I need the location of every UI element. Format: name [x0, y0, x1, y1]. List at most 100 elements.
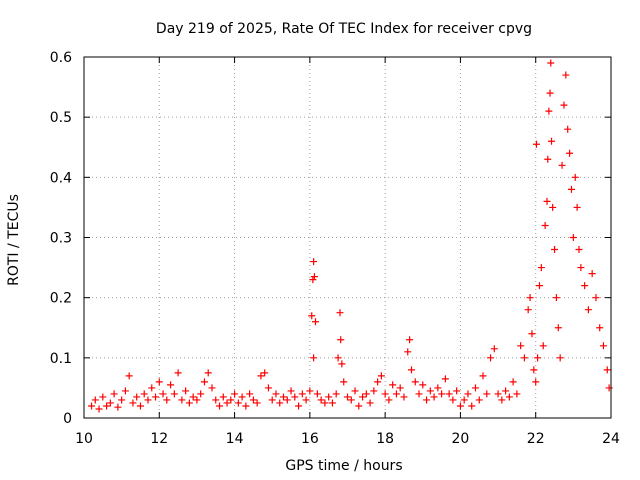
data-point: [537, 264, 545, 272]
data-point: [419, 381, 427, 389]
data-point: [374, 378, 382, 386]
data-point: [155, 378, 163, 386]
data-point: [291, 393, 299, 401]
data-point: [571, 173, 579, 181]
data-point: [118, 396, 126, 404]
plot-frame: [83, 56, 612, 419]
chart-title: Day 219 of 2025, Rate Of TEC Index for r…: [156, 21, 532, 37]
data-point: [543, 197, 551, 205]
x-axis-label: GPS time / hours: [285, 458, 402, 474]
x-tick-label: 12: [150, 431, 168, 447]
data-point: [541, 221, 549, 229]
data-point: [404, 348, 412, 356]
data-point: [264, 384, 272, 392]
data-point: [370, 387, 378, 395]
data-point: [306, 387, 314, 395]
data-point: [185, 399, 193, 407]
data-point: [216, 402, 224, 410]
data-point: [524, 306, 532, 314]
data-points: [88, 59, 613, 413]
data-point: [502, 387, 510, 395]
data-point: [295, 402, 303, 410]
data-point: [539, 342, 547, 350]
data-point: [423, 396, 431, 404]
data-point: [400, 393, 408, 401]
data-point: [554, 324, 562, 332]
data-point: [426, 387, 434, 395]
data-point: [99, 393, 107, 401]
data-point: [573, 203, 581, 211]
data-point: [520, 354, 528, 362]
data-point: [312, 318, 320, 326]
y-tick-label: 0: [63, 411, 72, 427]
data-point: [337, 336, 345, 344]
data-point: [468, 402, 476, 410]
data-point: [545, 107, 553, 115]
y-tick-label: 0.2: [50, 291, 72, 307]
data-point: [129, 399, 137, 407]
data-point: [558, 161, 566, 169]
data-point: [110, 390, 118, 398]
x-tick-label: 14: [226, 431, 244, 447]
data-point: [219, 393, 227, 401]
data-point: [302, 396, 310, 404]
data-point: [362, 390, 370, 398]
data-point: [552, 294, 560, 302]
data-point: [575, 246, 583, 254]
data-point: [91, 396, 99, 404]
x-tick-label: 22: [527, 431, 545, 447]
data-point: [377, 372, 385, 380]
data-point: [381, 390, 389, 398]
data-point: [272, 390, 280, 398]
data-point: [415, 390, 423, 398]
data-point: [204, 369, 212, 377]
data-point: [336, 309, 344, 317]
data-point: [505, 393, 513, 401]
data-point: [532, 378, 540, 386]
x-tick-label: 10: [75, 431, 93, 447]
data-point: [334, 354, 342, 362]
data-point: [121, 387, 129, 395]
y-tick-label: 0.1: [50, 351, 72, 367]
data-point: [246, 390, 254, 398]
data-point: [310, 354, 318, 362]
data-point: [144, 396, 152, 404]
data-point: [471, 384, 479, 392]
data-point: [133, 393, 141, 401]
data-point: [298, 390, 306, 398]
data-point: [261, 369, 269, 377]
data-point: [193, 396, 201, 404]
data-point: [163, 396, 171, 404]
data-point: [592, 294, 600, 302]
data-point: [227, 396, 235, 404]
data-point: [479, 372, 487, 380]
data-point: [95, 405, 103, 413]
data-point: [494, 390, 502, 398]
data-point: [182, 387, 190, 395]
data-point: [547, 59, 555, 67]
x-tick-label: 16: [301, 431, 319, 447]
data-point: [556, 354, 564, 362]
data-point: [140, 390, 148, 398]
data-point: [167, 381, 175, 389]
data-point: [534, 354, 542, 362]
data-point: [325, 393, 333, 401]
data-point: [238, 393, 246, 401]
data-point: [242, 402, 250, 410]
data-point: [569, 234, 577, 241]
data-point: [453, 387, 461, 395]
data-point: [513, 390, 521, 398]
x-tick-label: 18: [376, 431, 394, 447]
data-point: [231, 390, 239, 398]
data-point: [588, 270, 596, 278]
data-point: [438, 390, 446, 398]
data-point: [532, 140, 540, 148]
y-tick-label: 0.5: [50, 110, 72, 126]
data-point: [347, 396, 355, 404]
data-point: [317, 396, 325, 404]
data-point: [530, 366, 538, 374]
data-point: [355, 402, 363, 410]
data-point: [308, 312, 316, 320]
data-point: [249, 396, 257, 404]
